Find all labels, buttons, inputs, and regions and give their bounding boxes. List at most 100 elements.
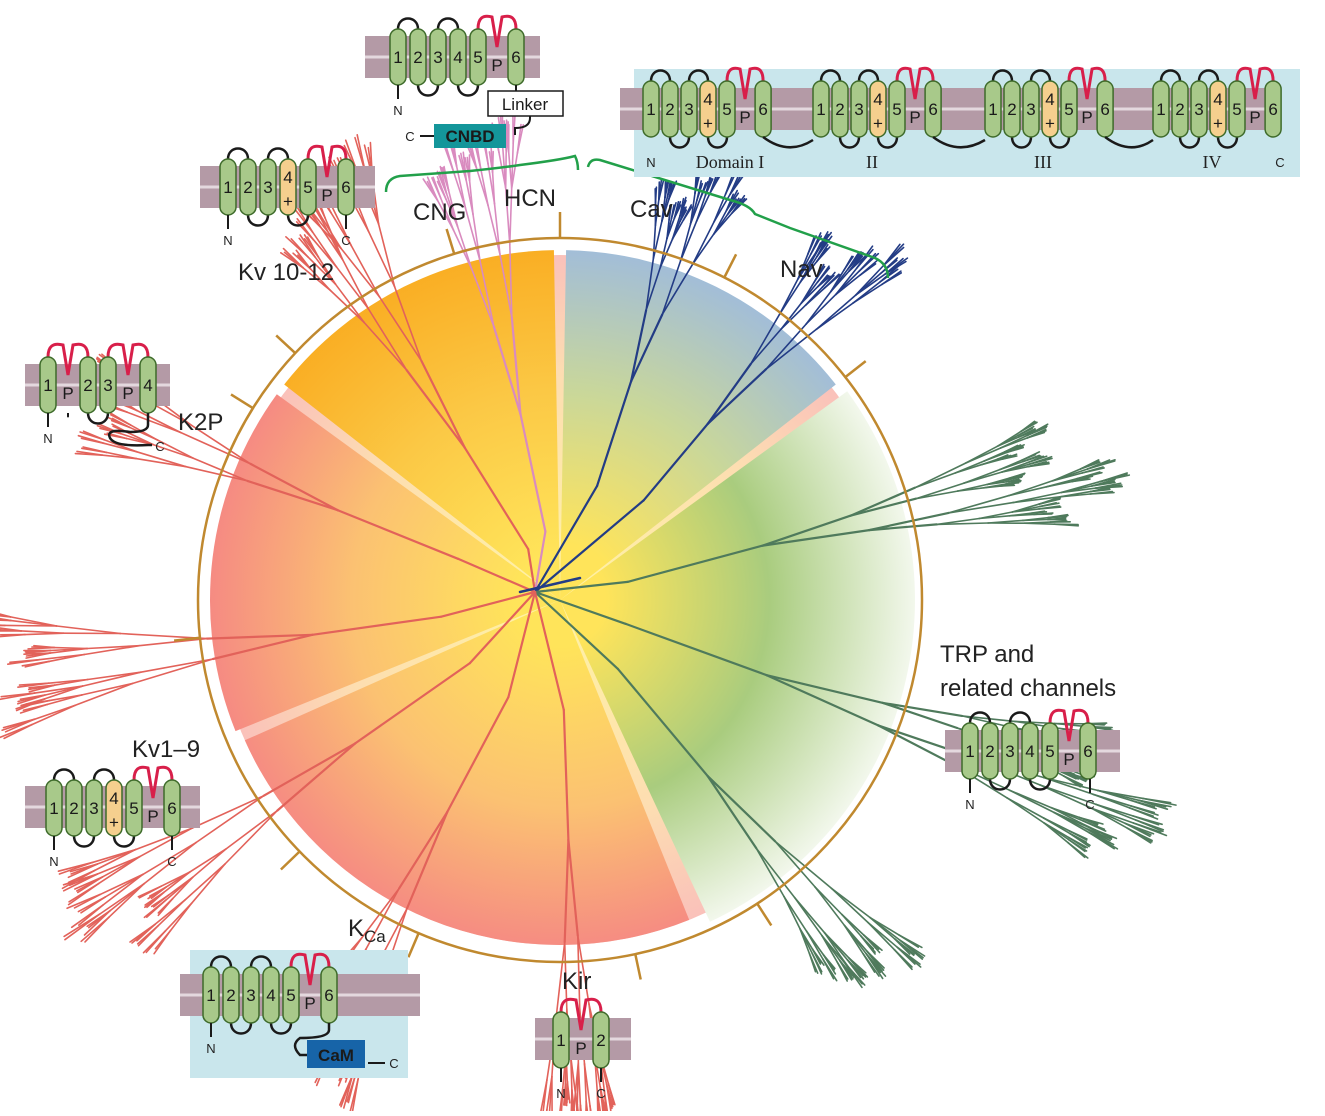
segment-number: 1: [965, 742, 974, 761]
segment-number: 6: [758, 100, 767, 119]
branch-hcn: [506, 150, 507, 188]
connecting-loop: [114, 836, 134, 847]
branch-hcn: [488, 205, 500, 254]
branch-cng: [379, 224, 395, 287]
family-label-cng: CNG: [413, 199, 466, 226]
family-label-kca: KCa: [348, 915, 386, 946]
connecting-loop: [228, 149, 248, 160]
segment-number: 4: [1025, 742, 1034, 761]
branch-kv19: [136, 828, 193, 850]
branch-kv1012: [180, 432, 250, 464]
c-terminus: C: [405, 129, 414, 144]
cnbd-label: CNBD: [445, 127, 494, 146]
branch-kv19: [185, 864, 225, 900]
c-terminus: C: [389, 1056, 398, 1071]
segment-number: 2: [596, 1031, 605, 1050]
segment-number: 5: [473, 48, 482, 67]
branch-kir: [571, 1090, 572, 1111]
branch-trp-upper: [915, 473, 956, 488]
segment-number: 5: [1045, 742, 1054, 761]
charge-plus: +: [1213, 114, 1223, 133]
pore-label: P: [909, 108, 920, 127]
connecting-loop: [398, 19, 418, 30]
segment-number: 2: [665, 100, 674, 119]
segment-number: 1: [206, 986, 215, 1005]
ring-tick: [635, 954, 640, 979]
pore-label: P: [575, 1039, 586, 1058]
segment-number: 2: [1007, 100, 1016, 119]
pore-label: P: [491, 56, 502, 75]
branch-trp-upper: [1039, 507, 1061, 509]
segment-number: 5: [303, 178, 312, 197]
branch-trp-lower: [815, 887, 844, 925]
segment-number: 2: [413, 48, 422, 67]
branch-nav: [860, 264, 876, 276]
segment-number: 3: [1005, 742, 1014, 761]
segment-number: 2: [83, 376, 92, 395]
segment-number: 1: [816, 100, 825, 119]
n-terminus: N: [206, 1041, 215, 1056]
family-label-trp2: related channels: [940, 675, 1116, 702]
segment-number: 5: [1064, 100, 1073, 119]
family-label-kir: Kir: [562, 968, 591, 995]
n-terminus: N: [49, 854, 58, 869]
connecting-loop: [990, 779, 1010, 790]
n-terminus: N: [43, 431, 52, 446]
domain-label-3: III: [1034, 152, 1052, 172]
segment-number: 2: [985, 742, 994, 761]
ring-tick: [281, 852, 300, 870]
n-terminus: N: [556, 1086, 565, 1101]
branch-trp-upper: [1001, 485, 1015, 486]
branch-cav: [693, 234, 714, 264]
branch-cng: [369, 232, 395, 287]
charge-plus: +: [283, 192, 293, 211]
segment-number: 4: [453, 48, 462, 67]
pore-label: P: [147, 807, 158, 826]
pore-label: P: [62, 384, 73, 403]
family-label-k2p: K2P: [178, 409, 223, 436]
c-terminus: C: [341, 233, 350, 248]
n-terminus: N: [393, 103, 402, 118]
branch-kv19: [192, 796, 264, 828]
family-label-trp1: TRP and: [940, 641, 1034, 668]
segment-number: 3: [433, 48, 442, 67]
c-terminus: C: [155, 439, 164, 454]
pore-label: P: [739, 108, 750, 127]
pore-label: P: [1081, 108, 1092, 127]
branch-trp-upper: [1023, 520, 1048, 521]
branch-kv19: [100, 884, 145, 915]
segment-number: 1: [49, 799, 58, 818]
segment-number: 3: [263, 178, 272, 197]
connecting-loop: [268, 149, 288, 160]
segment-number: 2: [1175, 100, 1184, 119]
branch-trp-middle: [878, 725, 952, 763]
segment-number: 2: [835, 100, 844, 119]
pore-label: P: [304, 994, 315, 1013]
connecting-loop: [458, 85, 478, 96]
segment-number: 1: [223, 178, 232, 197]
branch-k2p: [21, 631, 63, 633]
charge-plus: +: [1045, 114, 1055, 133]
branch-trp-middle: [1051, 808, 1080, 823]
branch-trp-upper: [1034, 514, 1052, 515]
branch-k2p: [0, 624, 5, 626]
segment-number: 6: [1100, 100, 1109, 119]
segment-number: 5: [722, 100, 731, 119]
segment-number: 3: [103, 376, 112, 395]
c-terminus: C: [167, 854, 176, 869]
segment-number: 6: [928, 100, 937, 119]
branch-nav: [816, 303, 853, 329]
segment-number: 4: [703, 90, 712, 109]
segment-number: 3: [684, 100, 693, 119]
pore-label: P: [1249, 108, 1260, 127]
segment-number: 1: [646, 100, 655, 119]
linker-label: Linker: [502, 95, 549, 114]
segment-number: 6: [511, 48, 520, 67]
family-label-hcn: HCN: [504, 185, 556, 212]
segment-number: 3: [1026, 100, 1035, 119]
segment-number: 2: [69, 799, 78, 818]
segment-number: 6: [341, 178, 350, 197]
